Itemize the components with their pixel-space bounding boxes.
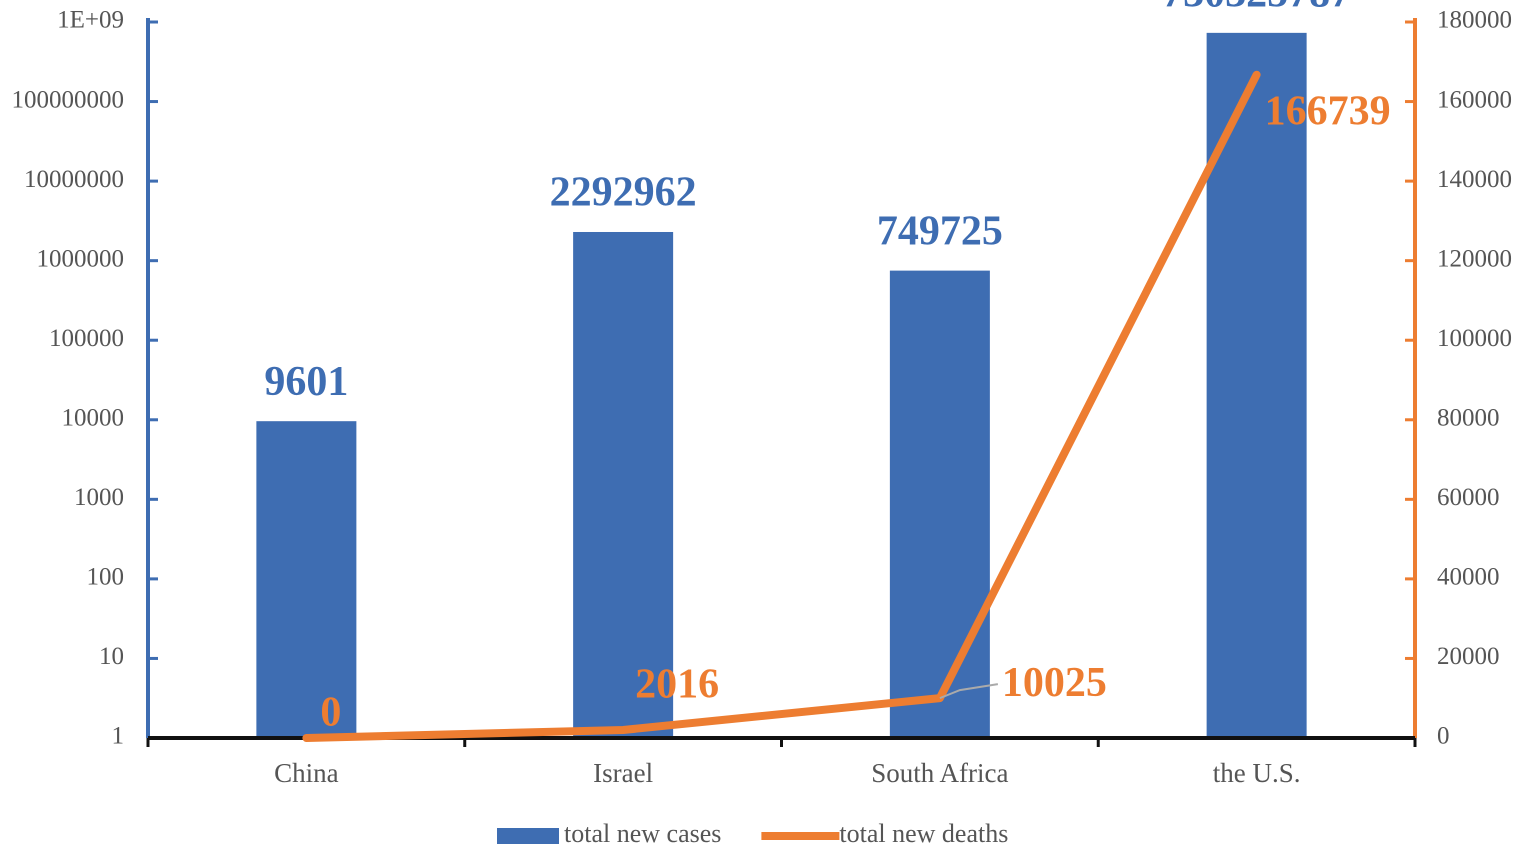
- line-value-label: 10025: [1002, 660, 1107, 706]
- y-tick-label: 1E+09: [57, 7, 124, 34]
- legend-label: total new cases: [564, 819, 721, 846]
- y2-tick-label: 0: [1437, 723, 1450, 750]
- x-tick-label: Israel: [593, 758, 653, 788]
- x-tick-label: South Africa: [871, 758, 1008, 788]
- y-tick-label: 100000000: [12, 86, 125, 113]
- y-tick-label: 1000000: [37, 245, 125, 272]
- y-tick-label: 10000000: [24, 166, 124, 193]
- bar-value-label: 730325787: [1162, 0, 1351, 16]
- y2-tick-label: 80000: [1437, 405, 1500, 432]
- x-tick-label: the U.S.: [1213, 758, 1301, 788]
- y2-tick-label: 160000: [1437, 86, 1512, 113]
- bar-value-label: 749725: [877, 208, 1003, 254]
- legend-label: total new deaths: [839, 819, 1008, 846]
- y-tick-label: 100000: [49, 325, 124, 352]
- legend-swatch: [497, 828, 559, 844]
- y2-tick-label: 20000: [1437, 643, 1500, 670]
- y2-tick-label: 40000: [1437, 564, 1500, 591]
- y-tick-label: 1000: [74, 484, 124, 511]
- y-tick-label: 1: [112, 723, 125, 750]
- y-tick-label: 100: [87, 564, 125, 591]
- line-value-label: 2016: [635, 662, 719, 708]
- x-tick-label: China: [274, 758, 339, 788]
- y2-tick-label: 180000: [1437, 7, 1512, 34]
- bar: [256, 421, 357, 738]
- line: [302, 70, 1261, 742]
- line-value-label: 0: [320, 690, 341, 736]
- y-tick-label: 10: [99, 643, 124, 670]
- bar: [573, 231, 674, 738]
- line-value-label: 166739: [1265, 88, 1391, 134]
- bar-value-label: 2292962: [550, 170, 697, 216]
- bar-value-label: 9601: [264, 359, 348, 405]
- leader-line: [939, 683, 999, 700]
- bar: [889, 270, 990, 738]
- y2-tick-label: 120000: [1437, 245, 1512, 272]
- y2-tick-label: 140000: [1437, 166, 1512, 193]
- bar: [1206, 32, 1307, 738]
- y-tick-label: 10000: [62, 405, 125, 432]
- y2-tick-label: 100000: [1437, 325, 1512, 352]
- y2-tick-label: 60000: [1437, 484, 1500, 511]
